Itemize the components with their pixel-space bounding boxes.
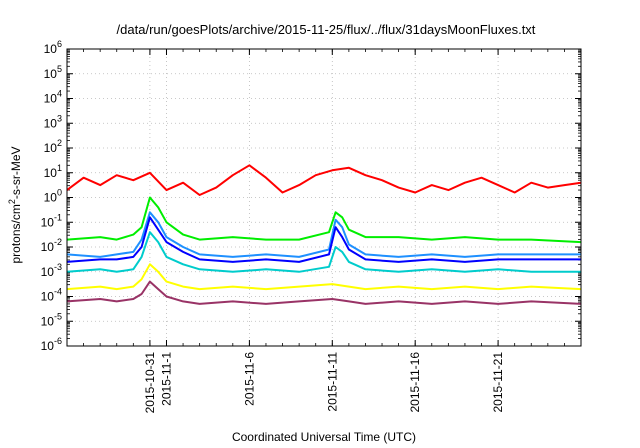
y-tick-label-base: 10 (44, 166, 58, 180)
y-tick-label: 10-3 (41, 262, 62, 279)
series-line-blue (66, 216, 581, 263)
y-tick-label: 100 (44, 188, 62, 205)
y-tick-label-base: 10 (41, 290, 55, 304)
y-tick-label-base: 10 (44, 116, 58, 130)
x-tick-label: 2015-10-31 (143, 352, 157, 414)
y-tick-label-base: 10 (41, 339, 55, 353)
y-tick-label-base: 10 (44, 42, 58, 56)
grid-lines (67, 48, 581, 347)
y-axis-label-sup: 2 (7, 199, 17, 204)
y-tick-label-base: 10 (44, 92, 58, 106)
y-tick-label-base: 10 (44, 67, 58, 81)
series-line-cyan (66, 231, 581, 273)
y-tick-label-exp: 0 (57, 188, 62, 198)
x-tick-label: 2015-11-16 (408, 352, 422, 413)
y-tick-label: 102 (44, 138, 62, 155)
y-tick-label-base: 10 (44, 191, 58, 205)
y-tick-label-exp: -1 (54, 212, 62, 222)
y-tick-label-exp: 5 (57, 64, 62, 74)
series-line-maroon (66, 280, 582, 305)
x-tick-labels: 2015-10-31 2015-11-1 2015-11-6 2015-11-11 20… (143, 352, 505, 414)
y-tick-label-base: 10 (41, 314, 55, 328)
y-axis-label-base: protons/cm (9, 204, 23, 263)
y-axis-label: protons/cm2-s-sr-MeV (7, 146, 23, 263)
y-tick-label-base: 10 (41, 215, 55, 229)
y-tick-label-exp: 1 (57, 163, 62, 173)
series-line-red (66, 164, 582, 196)
y-tick-label: 106 (44, 39, 62, 56)
y-tick-label-exp: 3 (57, 113, 62, 123)
y-tick-label-exp: -2 (54, 237, 62, 247)
y-tick-label: 10-2 (41, 237, 62, 254)
y-tick-label: 101 (44, 163, 62, 180)
y-tick-label: 10-4 (41, 287, 62, 304)
series-line-dodgerblue (66, 211, 581, 258)
plot-frame (66, 48, 582, 347)
y-tick-label: 105 (44, 64, 62, 81)
y-tick-labels: 10-610-510-410-310-210-11001011021031041… (41, 39, 62, 353)
y-tick-label: 10-5 (41, 311, 62, 328)
chart-title: /data/run/goesPlots/archive/2015-11-25/f… (117, 22, 536, 37)
y-tick-label-exp: -3 (54, 262, 62, 272)
y-axis-label-rest: -s-sr-MeV (9, 146, 23, 199)
y-tick-label-exp: 2 (57, 138, 62, 148)
y-tick-label-exp: 4 (57, 89, 62, 99)
y-tick-label-base: 10 (41, 265, 55, 279)
y-tick-label-exp: 6 (57, 39, 62, 49)
x-tick-label: 2015-11-1 (159, 352, 173, 406)
series-layer (66, 164, 582, 305)
x-tick-label: 2015-11-21 (491, 352, 505, 413)
series-line-green (66, 196, 582, 244)
y-tick-label: 103 (44, 113, 62, 130)
series-line-yellow (66, 263, 582, 291)
y-tick-label: 104 (44, 89, 62, 106)
x-tick-label: 2015-11-11 (325, 352, 339, 412)
y-tick-label-base: 10 (44, 141, 58, 155)
y-tick-label-exp: -5 (54, 311, 62, 321)
x-axis-label: Coordinated Universal Time (UTC) (232, 430, 416, 444)
x-tick-label: 2015-11-6 (242, 352, 256, 406)
y-tick-label-exp: -6 (54, 336, 62, 346)
y-tick-label-exp: -4 (54, 287, 62, 297)
y-tick-label-base: 10 (41, 240, 55, 254)
y-tick-label: 10-6 (41, 336, 62, 353)
y-tick-label: 10-1 (41, 212, 62, 229)
